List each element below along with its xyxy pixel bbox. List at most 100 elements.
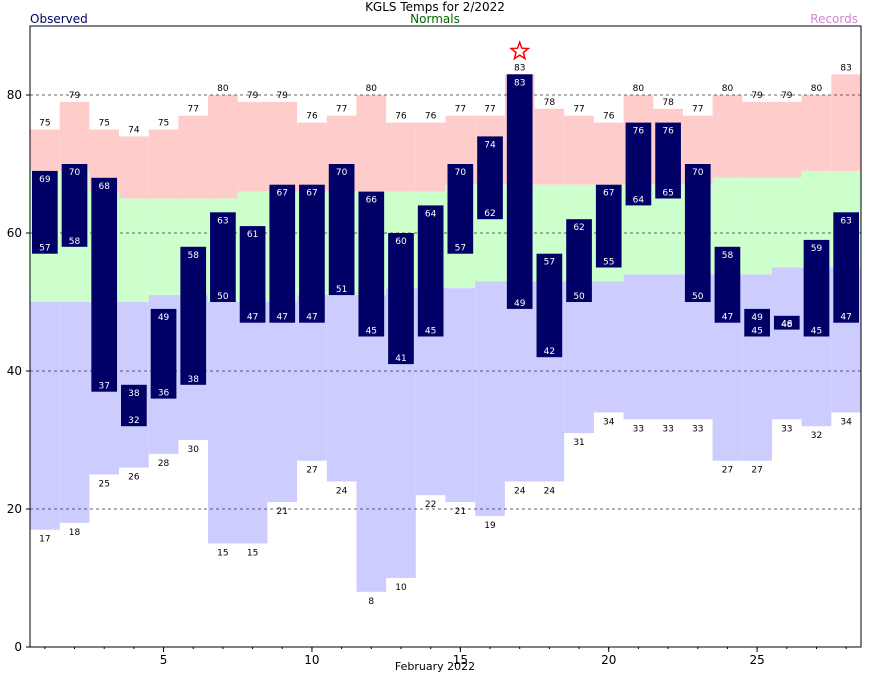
record-high-label: 80	[811, 84, 823, 94]
record-high-label: 83	[840, 63, 851, 73]
record-low-band	[445, 288, 476, 503]
record-high-label: 77	[573, 105, 584, 115]
observed-bar	[388, 233, 414, 365]
y-tick-label: 0	[14, 640, 22, 654]
observed-high-label: 60	[395, 237, 407, 247]
record-high-band	[119, 136, 149, 199]
record-low-band	[742, 274, 772, 461]
record-low-band	[771, 267, 802, 420]
record-high-label: 74	[128, 125, 140, 135]
observed-low-label: 51	[336, 285, 347, 295]
observed-low-label: 46	[781, 320, 793, 330]
observed-low-label: 37	[98, 382, 109, 392]
record-low-band	[59, 302, 90, 523]
record-low-label: 24	[544, 486, 556, 496]
record-high-label: 76	[425, 112, 437, 122]
observed-low-label: 64	[633, 195, 645, 205]
observed-bar	[150, 308, 177, 399]
normal-band	[148, 198, 179, 296]
record-low-label: 18	[69, 528, 81, 538]
record-low-label: 30	[188, 445, 200, 455]
observed-high-label: 59	[811, 244, 823, 254]
x-axis-label: February 2022	[394, 660, 476, 673]
record-low-band	[356, 295, 387, 592]
observed-bar	[417, 205, 444, 337]
record-high-label: 77	[336, 105, 347, 115]
record-low-label: 34	[603, 417, 615, 427]
observed-bar	[447, 164, 474, 254]
record-high-band	[208, 95, 238, 199]
observed-low-label: 47	[306, 313, 317, 323]
observed-bar	[773, 315, 800, 330]
record-low-label: 33	[692, 424, 703, 434]
record-low-label: 10	[395, 583, 407, 593]
observed-high-label: 70	[69, 168, 81, 178]
observed-high-label: 62	[573, 223, 584, 233]
y-tick-label: 20	[7, 502, 22, 516]
record-high-label: 77	[692, 105, 703, 115]
observed-high-label: 76	[633, 127, 645, 137]
observed-bar	[595, 184, 622, 268]
record-high-band	[237, 101, 268, 192]
record-high-band	[30, 129, 60, 171]
record-high-label: 76	[395, 112, 407, 122]
record-low-band	[208, 302, 238, 544]
x-tick-label: 5	[160, 653, 168, 667]
observed-low-label: 41	[395, 354, 406, 364]
observed-low-label: 32	[128, 416, 139, 426]
observed-high-label: 49	[751, 313, 763, 323]
observed-high-label: 68	[98, 182, 110, 192]
observed-bar	[833, 212, 859, 323]
record-low-label: 33	[781, 424, 792, 434]
observed-high-label: 66	[366, 196, 378, 206]
observed-high-label: 58	[722, 251, 734, 261]
observed-high-label: 74	[484, 140, 496, 150]
record-low-band	[653, 274, 683, 420]
observed-bar	[744, 308, 770, 337]
observed-high-label: 38	[128, 389, 140, 399]
record-low-band	[475, 281, 505, 516]
observed-high-label: 48	[781, 320, 793, 330]
observed-high-label: 76	[662, 127, 674, 137]
legend-observed: Observed	[30, 12, 88, 26]
record-high-band	[534, 108, 565, 185]
record-low-band	[30, 302, 60, 530]
observed-high-label: 49	[158, 313, 170, 323]
observed-low-label: 57	[39, 244, 50, 254]
record-low-band	[593, 281, 624, 413]
y-tick-label: 40	[7, 364, 22, 378]
observed-high-label: 61	[247, 230, 258, 240]
observed-high-label: 83	[514, 78, 525, 88]
record-high-label: 76	[306, 112, 318, 122]
record-high-band	[712, 95, 743, 178]
observed-high-label: 67	[277, 189, 288, 199]
observed-bar	[239, 226, 266, 323]
record-star-icon	[509, 40, 531, 61]
observed-high-label: 70	[692, 168, 704, 178]
observed-low-label: 45	[425, 327, 436, 337]
record-low-band	[326, 295, 357, 482]
record-high-label: 77	[484, 105, 495, 115]
observed-high-label: 64	[425, 209, 437, 219]
y-tick-label: 80	[7, 88, 22, 102]
observed-bar	[655, 122, 681, 199]
record-low-label: 24	[336, 486, 348, 496]
plot-frame	[29, 25, 862, 648]
record-low-label: 31	[573, 438, 584, 448]
record-low-label: 21	[277, 507, 288, 517]
legend-normals: Normals	[410, 12, 460, 26]
observed-bar	[358, 191, 385, 337]
x-tick-label: 25	[749, 653, 764, 667]
record-high-band	[297, 122, 327, 192]
normal-band	[653, 184, 683, 275]
record-low-band	[564, 281, 594, 434]
observed-bar	[32, 170, 58, 254]
observed-low-label: 55	[603, 258, 614, 268]
observed-low-label: 49	[514, 299, 526, 309]
observed-bar	[91, 177, 118, 392]
observed-high-label: 70	[455, 168, 467, 178]
record-low-band	[623, 274, 654, 420]
legend-records: Records	[810, 12, 858, 26]
record-high-label: 76	[603, 112, 615, 122]
observed-low-label: 50	[692, 292, 704, 302]
